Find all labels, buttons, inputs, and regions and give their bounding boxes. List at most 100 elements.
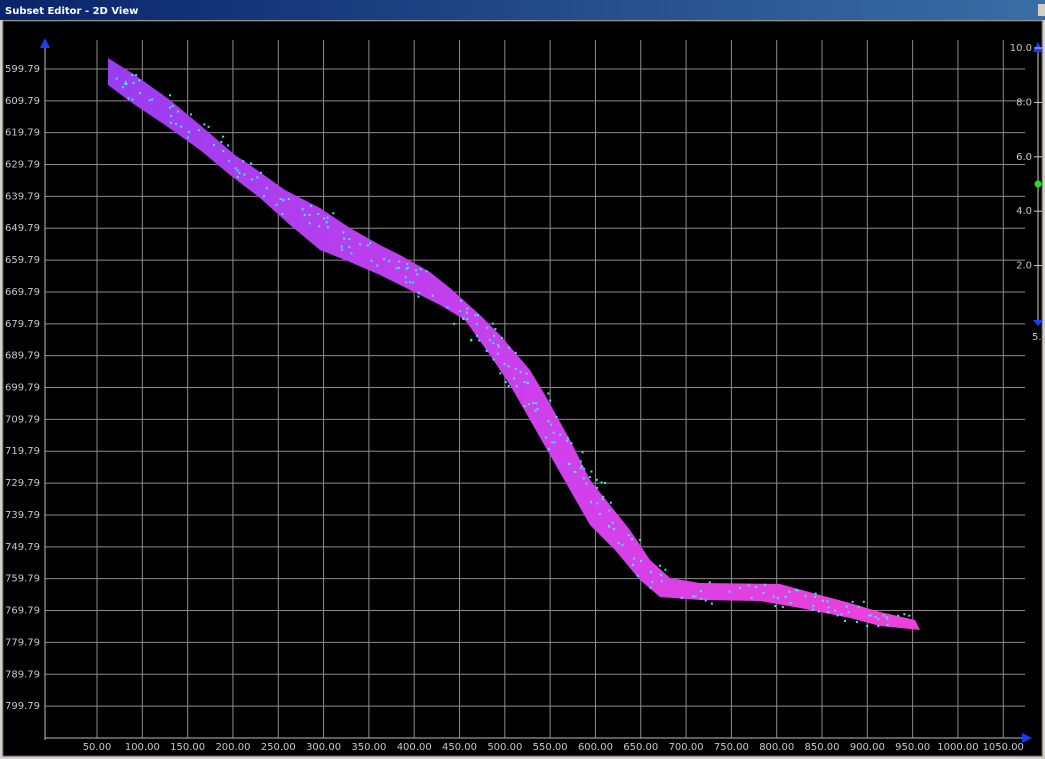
point xyxy=(754,586,757,589)
point xyxy=(874,616,877,619)
point xyxy=(747,584,750,587)
point xyxy=(406,263,409,266)
y-tick-label: 599.79 xyxy=(5,64,40,75)
point xyxy=(485,349,488,352)
point xyxy=(475,323,478,326)
point xyxy=(317,213,320,216)
point xyxy=(197,129,200,132)
x-tick-label: 800.00 xyxy=(759,742,794,753)
grid: 599.79 609.79 619.79 629.79 639.79 649.79 659.… xyxy=(5,40,1025,753)
point xyxy=(332,212,335,215)
slider-arrow xyxy=(1033,320,1043,326)
y-tick-label: 739.79 xyxy=(5,510,40,521)
point xyxy=(228,159,231,162)
slider-value-label: 5.0 xyxy=(1032,332,1045,343)
point xyxy=(903,613,906,616)
point xyxy=(633,557,636,560)
point xyxy=(459,310,462,313)
point xyxy=(862,600,865,603)
point xyxy=(886,623,889,626)
point xyxy=(139,92,142,95)
point xyxy=(585,482,588,485)
point xyxy=(376,264,379,267)
point xyxy=(559,433,562,436)
point xyxy=(212,143,215,146)
point xyxy=(527,403,530,406)
point xyxy=(476,314,479,317)
point xyxy=(772,595,775,598)
point xyxy=(507,365,510,368)
point xyxy=(840,613,843,616)
y-tick-label: 679.79 xyxy=(5,319,40,330)
point xyxy=(318,225,321,228)
point xyxy=(359,243,362,246)
point xyxy=(494,328,497,331)
point xyxy=(466,318,469,321)
point xyxy=(519,370,522,373)
point xyxy=(776,597,779,600)
point xyxy=(186,136,189,139)
y-tick-label: 639.79 xyxy=(5,191,40,202)
slider-tick-label: 8.0 xyxy=(1016,97,1032,108)
point xyxy=(466,307,469,310)
point xyxy=(303,213,306,216)
point xyxy=(658,564,661,567)
point xyxy=(582,477,585,480)
point xyxy=(567,462,570,465)
point xyxy=(507,384,510,387)
x-tick-label: 1050.00 xyxy=(983,742,1024,753)
point xyxy=(350,252,353,255)
y-tick-label: 649.79 xyxy=(5,223,40,234)
point xyxy=(514,368,517,371)
x-tick-label: 850.00 xyxy=(805,742,840,753)
window-button[interactable] xyxy=(1038,4,1045,16)
point xyxy=(608,525,611,528)
point xyxy=(395,267,398,270)
point xyxy=(630,538,633,541)
point xyxy=(203,123,206,126)
point xyxy=(251,178,254,181)
point xyxy=(649,586,652,589)
point xyxy=(425,270,428,273)
point xyxy=(649,571,652,574)
point xyxy=(417,295,420,298)
point xyxy=(595,478,598,481)
point xyxy=(398,260,401,263)
point xyxy=(826,611,829,614)
x-tick-label: 450.00 xyxy=(442,742,477,753)
y-tick-label: 779.79 xyxy=(5,637,40,648)
point xyxy=(174,122,177,125)
point xyxy=(168,106,171,109)
point xyxy=(602,495,605,498)
point xyxy=(250,162,253,165)
point xyxy=(170,114,173,117)
point xyxy=(812,605,815,608)
point xyxy=(343,237,346,240)
point xyxy=(500,336,503,339)
point xyxy=(699,590,702,593)
point xyxy=(738,586,741,589)
x-tick-label: 350.00 xyxy=(351,742,386,753)
x-tick-label: 650.00 xyxy=(623,742,658,753)
point xyxy=(566,439,569,442)
point xyxy=(322,217,325,220)
point xyxy=(651,581,654,584)
x-tick-label: 750.00 xyxy=(714,742,749,753)
point xyxy=(596,502,599,505)
point xyxy=(817,610,820,613)
y-tick-label: 619.79 xyxy=(5,128,40,139)
y-tick-label: 659.79 xyxy=(5,255,40,266)
point xyxy=(514,351,517,354)
point xyxy=(826,600,829,603)
point xyxy=(551,441,554,444)
point xyxy=(555,416,558,419)
x-tick-label: 150.00 xyxy=(170,742,205,753)
y-tick-label: 729.79 xyxy=(5,478,40,489)
x-tick-label: 600.00 xyxy=(578,742,613,753)
point xyxy=(236,169,239,172)
point xyxy=(821,599,824,602)
point xyxy=(507,346,510,349)
point xyxy=(462,317,465,320)
slider[interactable]: 10.0 8.0 6.0 4.0 2.0 5.0 xyxy=(1010,42,1045,343)
